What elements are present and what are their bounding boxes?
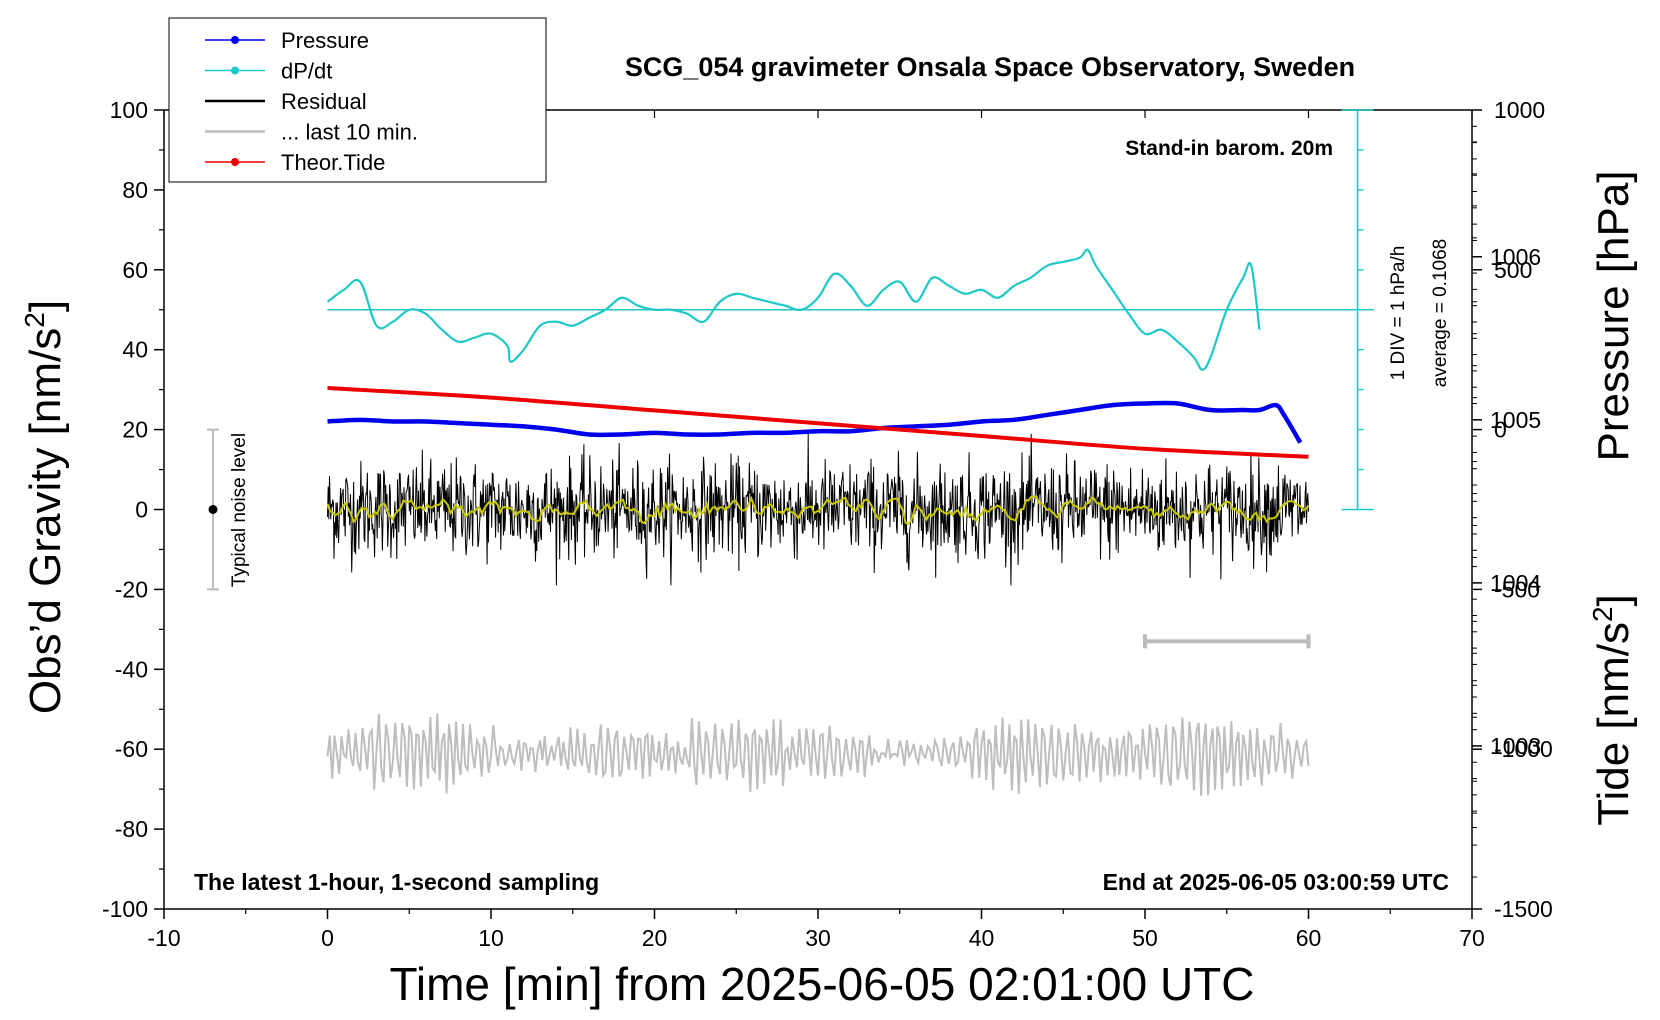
y-tick-label: 0 (135, 497, 148, 523)
residual-series (326, 433, 1310, 586)
dpdt-scale-bar (1341, 109, 1374, 511)
end-time-note: End at 2025-06-05 03:00:59 UTC (1103, 869, 1449, 895)
tide-series (327, 386, 1309, 459)
y-tick-label: -80 (115, 816, 148, 842)
residual-line (327, 433, 1309, 586)
pressure-tick-label: 1005 (1490, 407, 1541, 433)
x-tick-label: 0 (321, 925, 334, 951)
y-axis-tide-label: Tide [nm/s2] (1587, 594, 1638, 826)
x-tick-label: 20 (642, 925, 668, 951)
y-axis-left-label: Obs’d Gravity [nm/s2] (19, 300, 70, 714)
tide-tick-label: -500 (1494, 576, 1540, 602)
sampling-note: The latest 1-hour, 1-second sampling (194, 869, 599, 895)
legend-label: Residual (281, 89, 367, 114)
tide-tick-label: -1000 (1494, 736, 1553, 762)
legend-label: dP/dt (281, 59, 332, 84)
residual-smooth-line (326, 495, 1310, 525)
pressure-tick-label: 1004 (1490, 570, 1541, 596)
legend-swatch-dot (231, 158, 239, 166)
y-axis-pressure: 1006 1005 1004 1003 (1472, 125, 1541, 828)
y-tick-label: -60 (115, 736, 148, 762)
noise-level-label: Typical noise level (229, 433, 250, 587)
last10-series (326, 713, 1310, 796)
pressure-tick-label: 1003 (1490, 733, 1541, 759)
pressure-line (327, 400, 1303, 444)
x-tick-label: 30 (805, 925, 831, 951)
legend-swatch-dot (231, 36, 239, 44)
last10-range-marker (1143, 634, 1311, 649)
barometer-note: Stand-in barom. 20m (1125, 137, 1333, 160)
legend-label: ... last 10 min. (281, 120, 418, 145)
legend: Pressure dP/dt Residual ... last 10 min. The… (168, 17, 547, 183)
y-axis-left: 100 80 60 40 20 0 -20 -40 -60 -80 -100 (102, 97, 164, 922)
y-tick-label: -40 (115, 656, 148, 682)
legend-label: Pressure (281, 28, 369, 53)
dpdt-line (326, 248, 1261, 371)
y-tick-label: -100 (102, 896, 148, 922)
tide-tick-label: 500 (1494, 257, 1532, 283)
tide-tick-label: -1500 (1494, 896, 1553, 922)
tide-tick-label: 1000 (1494, 97, 1545, 123)
dpdt-scale-label: 1 DIV = 1 hPa/h (1388, 246, 1409, 381)
tide-line (327, 386, 1309, 459)
y-tick-label: 60 (122, 257, 148, 283)
tide-tick-label: 0 (1494, 417, 1507, 443)
y-axis-pressure-label: Pressure [hPa] (1589, 170, 1638, 461)
chart-title: SCG_054 gravimeter Onsala Space Observat… (625, 52, 1355, 82)
y-tick-label: 20 (122, 417, 148, 443)
x-tick-label: 40 (969, 925, 995, 951)
noise-level-bar (207, 428, 220, 591)
x-tick-label: -10 (147, 925, 180, 951)
legend-swatch-dot (231, 66, 239, 75)
y-tick-label: -20 (115, 576, 148, 602)
x-tick-label: 10 (478, 925, 504, 951)
x-tick-label: 60 (1296, 925, 1322, 951)
y-tick-label: 80 (122, 177, 148, 203)
y-tick-label: 40 (122, 337, 148, 363)
last10-line (326, 713, 1310, 796)
x-tick-label: 50 (1132, 925, 1158, 951)
y-axis-tide: 1000 500 0 -500 -1000 -1500 (1472, 97, 1553, 922)
y-tick-label: 100 (110, 97, 148, 123)
legend-box (168, 17, 547, 183)
noise-bar-center-dot (208, 505, 218, 514)
x-axis-label: Time [min] from 2025-06-05 02:01:00 UTC (390, 958, 1255, 1010)
dpdt-series (326, 248, 1374, 371)
x-axis: -10 0 10 20 30 40 50 60 70 (147, 110, 1485, 951)
dpdt-average-label: average = 0.1068 (1430, 239, 1451, 387)
pressure-tick-label: 1006 (1490, 244, 1541, 270)
pressure-series (327, 400, 1303, 444)
legend-label: Theor.Tide (281, 150, 385, 175)
x-tick-label: 70 (1459, 925, 1485, 951)
